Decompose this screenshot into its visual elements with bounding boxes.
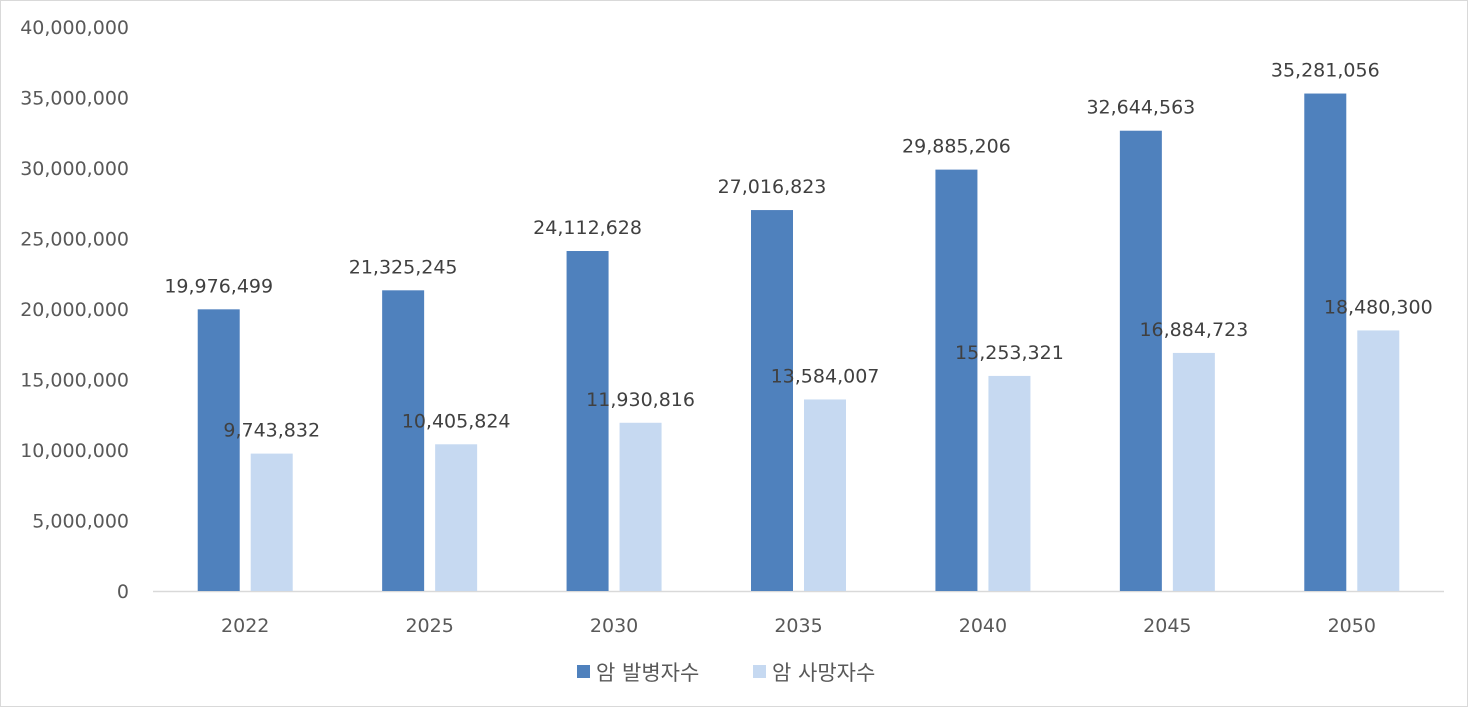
data-label: 9,743,832 [223, 420, 320, 442]
data-label: 16,884,723 [1139, 319, 1248, 341]
data-label: 19,976,499 [164, 275, 273, 297]
data-label: 24,112,628 [533, 217, 642, 239]
y-tick-label: 25,000,000 [20, 229, 129, 251]
data-label: 27,016,823 [718, 176, 827, 198]
y-tick-label: 35,000,000 [20, 88, 129, 110]
bar-series-1 [566, 251, 609, 591]
data-label: 21,325,245 [349, 256, 458, 278]
bar-series-2 [988, 375, 1031, 591]
x-tick-label: 2045 [1143, 615, 1191, 637]
y-tick-label: 10,000,000 [20, 440, 129, 462]
bar-series-2 [619, 422, 662, 591]
data-label: 11,930,816 [586, 389, 695, 411]
data-label: 35,281,056 [1271, 60, 1380, 82]
data-label: 10,405,824 [402, 410, 511, 432]
legend-swatch [753, 665, 766, 678]
data-label: 13,584,007 [771, 365, 880, 387]
legend: 암 발병자수 암 사망자수 [577, 661, 875, 685]
x-tick-label: 2022 [221, 615, 269, 637]
y-tick-label: 20,000,000 [20, 299, 129, 321]
bar-series-2 [250, 453, 293, 591]
x-tick-label: 2030 [590, 615, 638, 637]
bars [197, 93, 1400, 591]
legend-swatch [577, 665, 590, 678]
legend-item-1: 암 발병자수 [577, 661, 699, 685]
legend-label: 암 발병자수 [596, 661, 699, 685]
y-tick-label: 0 [117, 581, 129, 603]
data-label: 32,644,563 [1086, 97, 1195, 119]
data-label: 29,885,206 [902, 136, 1011, 158]
bar-series-2 [435, 444, 478, 591]
y-tick-label: 5,000,000 [32, 511, 129, 533]
bar-series-1 [382, 290, 425, 591]
bar-series-2 [1172, 352, 1215, 591]
data-label: 18,480,300 [1324, 296, 1433, 318]
x-axis: 2022 2025 2030 2035 2040 2045 2050 [153, 590, 1444, 637]
data-labels: 19,976,499 9,743,832 21,325,245 10,405,824 2… [164, 60, 1432, 442]
bar-series-1 [751, 210, 793, 591]
y-tick-label: 30,000,000 [20, 158, 129, 180]
y-tick-label: 15,000,000 [20, 370, 129, 392]
bar-series-1 [1119, 130, 1162, 591]
x-tick-label: 2035 [774, 615, 822, 637]
x-tick-label: 2025 [405, 615, 453, 637]
legend-item-2: 암 사망자수 [753, 661, 875, 685]
bar-series-2 [804, 399, 846, 591]
x-tick-label: 2050 [1328, 615, 1376, 637]
legend-label: 암 사망자수 [772, 661, 875, 685]
data-label: 15,253,321 [955, 342, 1064, 364]
bar-series-1 [1304, 93, 1347, 591]
bar-series-1 [197, 309, 240, 591]
x-tick-label: 2040 [959, 615, 1007, 637]
bar-series-2 [1357, 330, 1400, 591]
bar-series-1 [935, 169, 978, 591]
y-tick-label: 40,000,000 [20, 17, 129, 39]
y-axis: 0 5,000,000 10,000,000 15,000,000 20,000,000… [20, 17, 129, 603]
